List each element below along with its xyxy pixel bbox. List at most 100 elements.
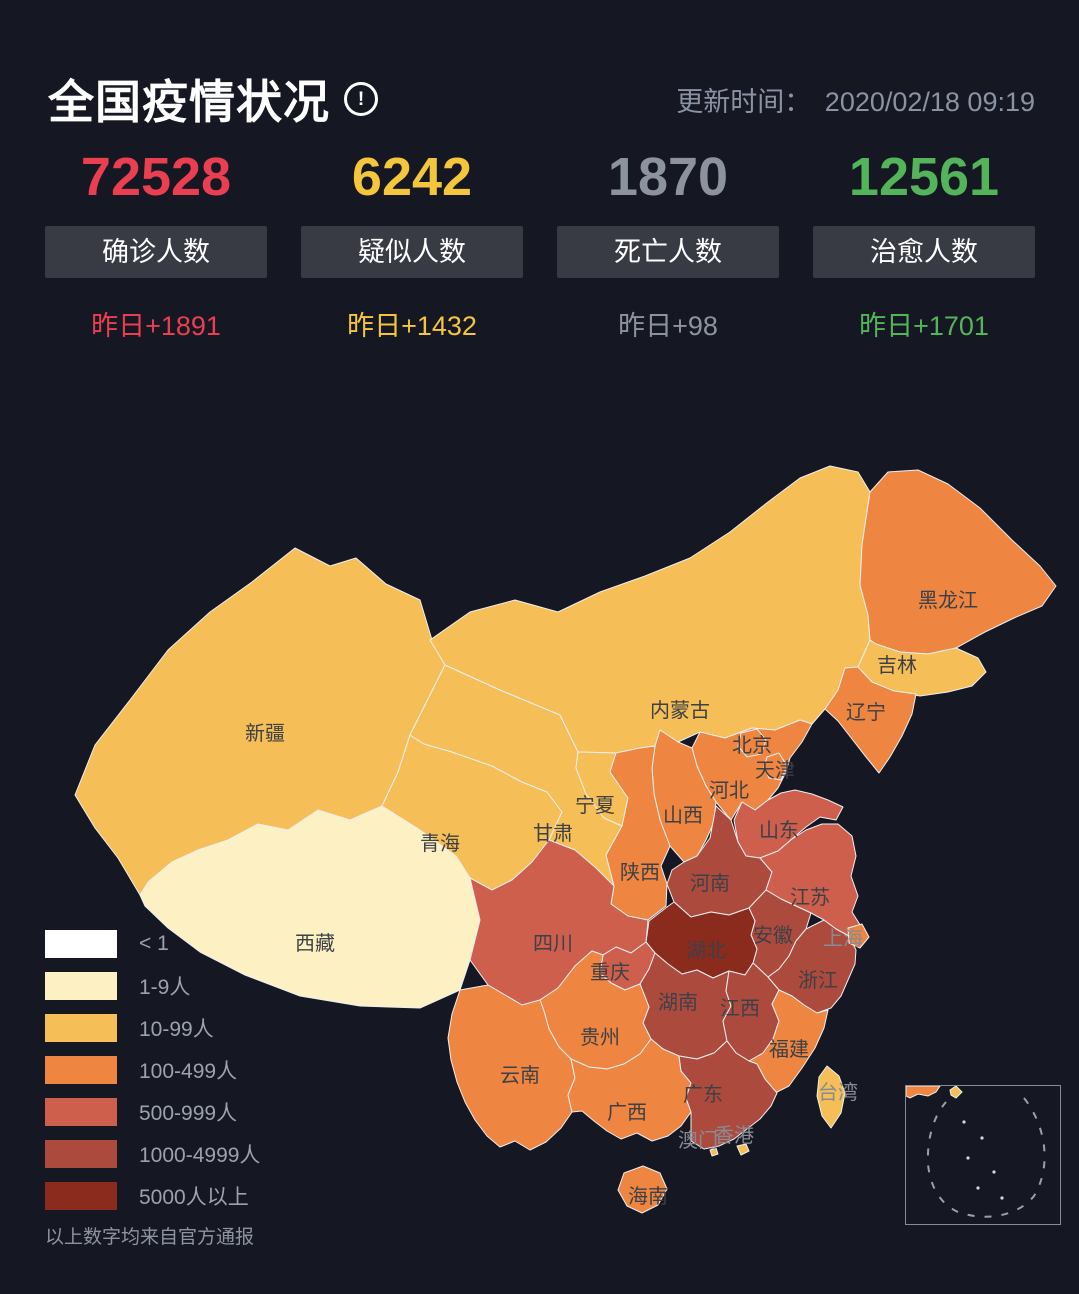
legend-swatch — [45, 1140, 117, 1168]
legend-item: < 1 — [45, 930, 260, 958]
update-time-value: 2020/02/18 09:19 — [824, 86, 1035, 117]
map-label-beijing: 北京 — [732, 734, 772, 757]
map-label-shanxi: 山西 — [663, 804, 703, 827]
cured-label: 治愈人数 — [813, 226, 1035, 278]
province-beijing[interactable] — [737, 728, 767, 758]
suspected-label: 疑似人数 — [301, 226, 523, 278]
map-label-qinghai: 青海 — [420, 832, 460, 855]
confirmed-delta: 昨日+1891 — [91, 311, 221, 341]
update-time: 更新时间： 2020/02/18 09:19 — [670, 80, 1035, 119]
inset-map — [905, 1085, 1046, 1218]
stat-card-deaths: 1870 死亡人数 昨日+98 — [557, 148, 779, 343]
inset-island-dot — [976, 1186, 980, 1190]
legend-item-label: 1-9人 — [139, 976, 191, 999]
legend-swatch — [45, 1098, 117, 1126]
province-hongkong[interactable] — [736, 1143, 750, 1156]
map-label-hebei: 河北 — [709, 779, 749, 802]
map-label-henan: 河南 — [690, 872, 730, 895]
map-label-chongqing: 重庆 — [590, 961, 630, 984]
map-label-shaanxi: 陕西 — [620, 861, 660, 884]
map-label-hunan: 湖南 — [658, 991, 698, 1014]
province-heilongjiang[interactable] — [859, 469, 1057, 655]
legend-swatch — [45, 972, 117, 1000]
map-label-taiwan: 台湾 — [818, 1081, 858, 1104]
province-liaoning[interactable] — [824, 666, 917, 774]
province-aomen[interactable] — [709, 1147, 719, 1157]
deaths-label: 死亡人数 — [557, 226, 779, 278]
legend-item-label: 1000-4999人 — [139, 1144, 261, 1167]
inset-island-dot — [980, 1136, 984, 1140]
map-label-gansu: 甘肃 — [533, 822, 573, 845]
province-shaanxi[interactable] — [605, 745, 671, 921]
map-label-liaoning: 辽宁 — [846, 701, 886, 724]
map-label-sichuan: 四川 — [533, 933, 573, 955]
province-taiwan[interactable] — [816, 1065, 846, 1129]
map-label-xinjiang: 新疆 — [245, 722, 285, 745]
map-label-shandong: 山东 — [759, 819, 799, 842]
province-guangxi[interactable] — [567, 1038, 692, 1142]
map-label-guangxi: 广西 — [607, 1101, 647, 1124]
map-label-hubei: 湖北 — [686, 939, 726, 962]
deaths-count: 1870 — [607, 147, 729, 207]
south-china-sea-inset — [905, 1085, 1061, 1225]
stats-row: 72528 确诊人数 昨日+1891 6242 疑似人数 昨日+1432 187… — [45, 148, 1035, 343]
cured-count: 12561 — [848, 147, 1000, 207]
inset-island-dot — [1000, 1196, 1004, 1200]
legend-item-label: < 1 — [139, 932, 169, 955]
map-label-guangdong: 广东 — [683, 1083, 723, 1106]
nine-dash-line — [926, 1097, 1046, 1218]
map-label-ningxia: 宁夏 — [575, 794, 615, 817]
province-zhejiang[interactable] — [767, 919, 857, 1014]
province-yunnan[interactable] — [447, 984, 576, 1151]
map-label-shanghai: 上海 — [823, 927, 863, 950]
map-label-yunnan: 云南 — [500, 1064, 540, 1087]
legend-item-label: 100-499人 — [139, 1060, 238, 1083]
deaths-delta: 昨日+98 — [618, 311, 718, 341]
map-label-fujian: 福建 — [769, 1038, 809, 1061]
map-label-zhejiang: 浙江 — [798, 969, 838, 992]
update-time-label: 更新时间： — [676, 86, 812, 117]
legend-item: 500-999人 — [45, 1098, 260, 1126]
stat-card-confirmed: 72528 确诊人数 昨日+1891 — [45, 148, 267, 343]
legend-swatch — [45, 1056, 117, 1084]
legend-item-label: 500-999人 — [139, 1102, 238, 1125]
legend-swatch — [45, 930, 117, 958]
province-shapes — [74, 465, 1057, 1214]
legend-item-label: 5000人以上 — [139, 1186, 249, 1209]
province-fujian[interactable] — [748, 989, 829, 1094]
info-icon[interactable]: ! — [344, 82, 378, 116]
legend-item: 10-99人 — [45, 1014, 260, 1042]
stat-card-suspected: 6242 疑似人数 昨日+1432 — [301, 148, 523, 343]
map-label-heilongjiang: 黑龙江 — [918, 589, 978, 612]
legend-swatch — [45, 1182, 117, 1210]
map-label-hongkong: 香港 — [714, 1124, 754, 1147]
map-label-aomen: 澳门 — [678, 1129, 718, 1152]
province-labels: 新疆 青海 西藏 甘肃 宁夏 内蒙古 黑龙江 吉林 辽宁 北京 天津 河北 山西… — [245, 589, 978, 1208]
province-tianjin[interactable] — [763, 752, 788, 781]
legend-footnote: 以上数字均来自官方通报 — [45, 1227, 255, 1248]
cured-delta: 昨日+1701 — [859, 311, 989, 341]
province-hainan[interactable] — [617, 1165, 668, 1214]
header: 全国疫情状况 ! 更新时间： 2020/02/18 09:19 — [48, 66, 1035, 132]
map-label-xizang: 西藏 — [295, 932, 335, 955]
map-label-neimenggu: 内蒙古 — [650, 699, 710, 722]
confirmed-count: 72528 — [80, 147, 232, 207]
map-legend: < 1 1-9人 10-99人 100-499人 500-999人 1000-4… — [45, 930, 260, 1224]
page-title: 全国疫情状况 — [48, 76, 330, 128]
province-guangdong[interactable] — [678, 1040, 778, 1150]
inset-taiwan — [949, 1085, 963, 1099]
legend-item-label: 10-99人 — [139, 1018, 214, 1041]
inset-island-dot — [992, 1170, 996, 1174]
legend-item: 1000-4999人 — [45, 1140, 260, 1168]
inset-coast — [905, 1085, 941, 1099]
map-label-jiangsu: 江苏 — [790, 886, 830, 909]
map-label-jilin: 吉林 — [877, 654, 917, 677]
suspected-delta: 昨日+1432 — [347, 311, 477, 341]
legend-item: 1-9人 — [45, 972, 260, 1000]
map-label-guizhou: 贵州 — [580, 1026, 620, 1049]
map-label-hainan: 海南 — [628, 1185, 668, 1208]
stat-card-cured: 12561 治愈人数 昨日+1701 — [813, 148, 1035, 343]
province-shanghai[interactable] — [847, 923, 870, 949]
legend-swatch — [45, 1014, 117, 1042]
